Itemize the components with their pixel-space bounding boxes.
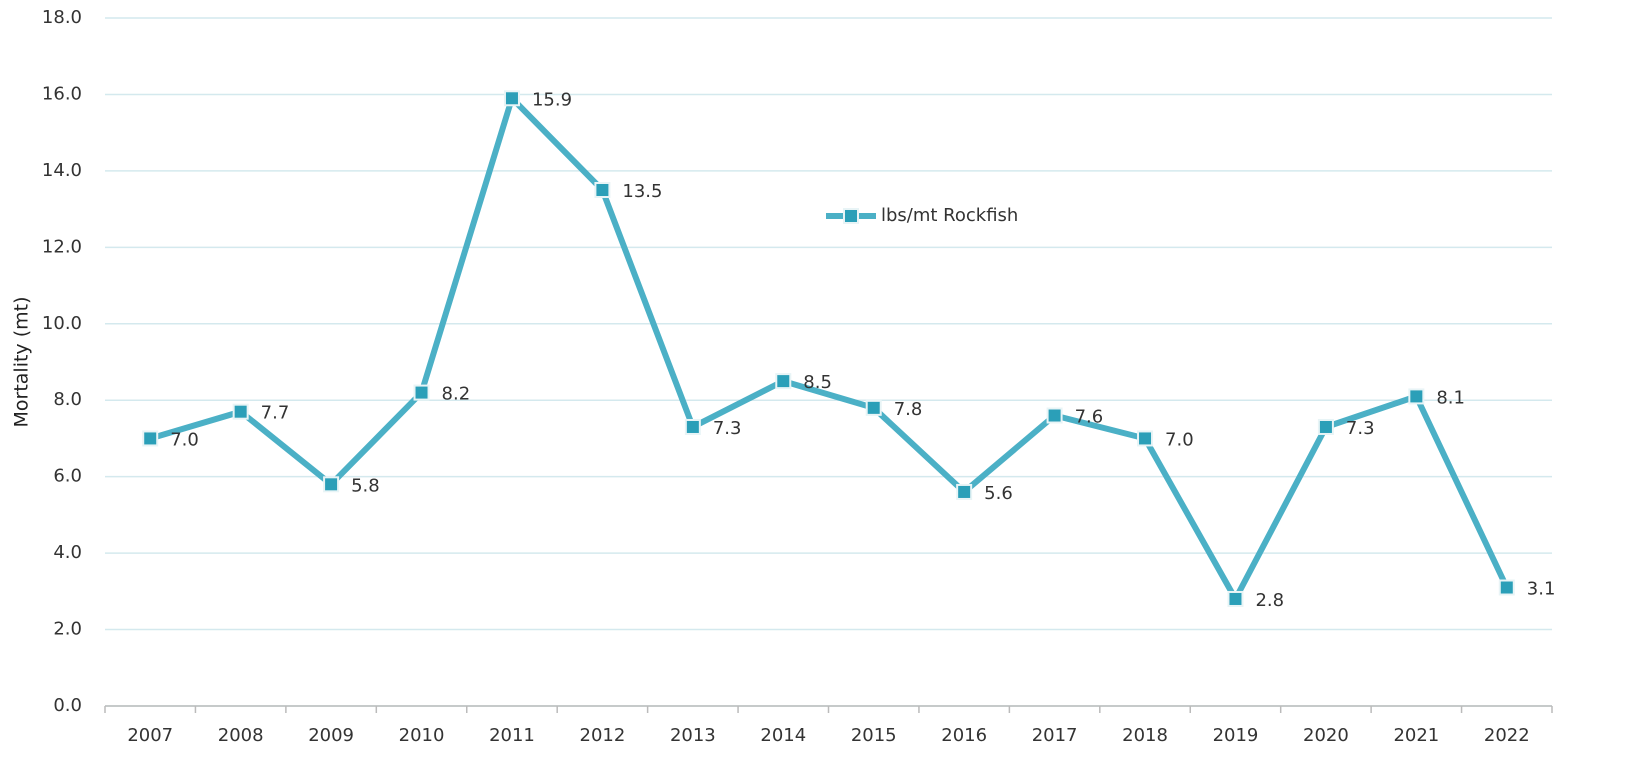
x-tick-label: 2019: [1213, 725, 1259, 746]
marker: [503, 90, 520, 107]
data-label: 7.7: [261, 403, 290, 424]
x-tick-label: 2011: [489, 725, 535, 746]
y-tick-label: 12.0: [42, 236, 82, 257]
x-tick-label: 2015: [851, 725, 897, 746]
y-tick-label: 2.0: [53, 619, 82, 640]
marker: [956, 483, 973, 500]
x-tick-label: 2022: [1484, 725, 1530, 746]
x-tick-label: 2017: [1032, 725, 1078, 746]
marker: [775, 373, 792, 390]
marker: [323, 476, 340, 493]
x-tick-label: 2009: [308, 725, 354, 746]
y-axis-label: Mortality (mt): [11, 297, 33, 428]
y-tick-label: 6.0: [53, 466, 82, 487]
data-label: 5.6: [984, 483, 1013, 504]
y-tick-label: 10.0: [42, 313, 82, 334]
marker: [1408, 388, 1425, 405]
data-label: 5.8: [351, 475, 380, 496]
data-label: 7.3: [713, 418, 742, 439]
marker: [142, 430, 159, 447]
marker: [1498, 579, 1515, 596]
marker: [1227, 590, 1244, 607]
marker: [413, 384, 430, 401]
marker: [1317, 418, 1334, 435]
x-tick-label: 2008: [218, 725, 264, 746]
data-label: 15.9: [532, 89, 572, 110]
legend-label: lbs/mt Rockfish: [881, 205, 1018, 226]
y-tick-label: 4.0: [53, 542, 82, 563]
data-label: 8.5: [803, 372, 832, 393]
legend-marker: [843, 208, 859, 224]
data-label: 7.8: [894, 399, 923, 420]
y-tick-label: 8.0: [53, 389, 82, 410]
data-label: 8.2: [442, 384, 471, 405]
marker: [594, 182, 611, 198]
marker: [1137, 430, 1154, 447]
data-label: 13.5: [622, 181, 662, 202]
x-tick-label: 2014: [760, 725, 806, 746]
marker: [865, 399, 882, 416]
data-label: 2.8: [1255, 590, 1284, 611]
y-tick-label: 0.0: [53, 695, 82, 716]
data-label: 7.6: [1075, 407, 1104, 428]
x-tick-label: 2018: [1122, 725, 1168, 746]
marker: [1046, 407, 1063, 424]
series-line: [149, 95, 1510, 602]
marker: [232, 403, 249, 420]
data-label: 8.1: [1436, 387, 1465, 408]
x-tick-label: 2013: [670, 725, 716, 746]
data-label: 7.3: [1346, 418, 1375, 439]
x-tick-label: 2012: [580, 725, 626, 746]
marker: [684, 418, 701, 435]
y-tick-label: 14.0: [42, 160, 82, 181]
x-tick-label: 2016: [941, 725, 987, 746]
data-label: 7.0: [1165, 429, 1194, 450]
y-tick-label: 16.0: [42, 83, 82, 104]
x-tick-label: 2007: [127, 725, 173, 746]
x-tick-label: 2010: [399, 725, 445, 746]
data-label: 7.0: [170, 429, 199, 450]
y-tick-label: 18.0: [42, 7, 82, 28]
x-tick-label: 2020: [1303, 725, 1349, 746]
data-label: 3.1: [1527, 579, 1556, 600]
x-tick-label: 2021: [1393, 725, 1439, 746]
